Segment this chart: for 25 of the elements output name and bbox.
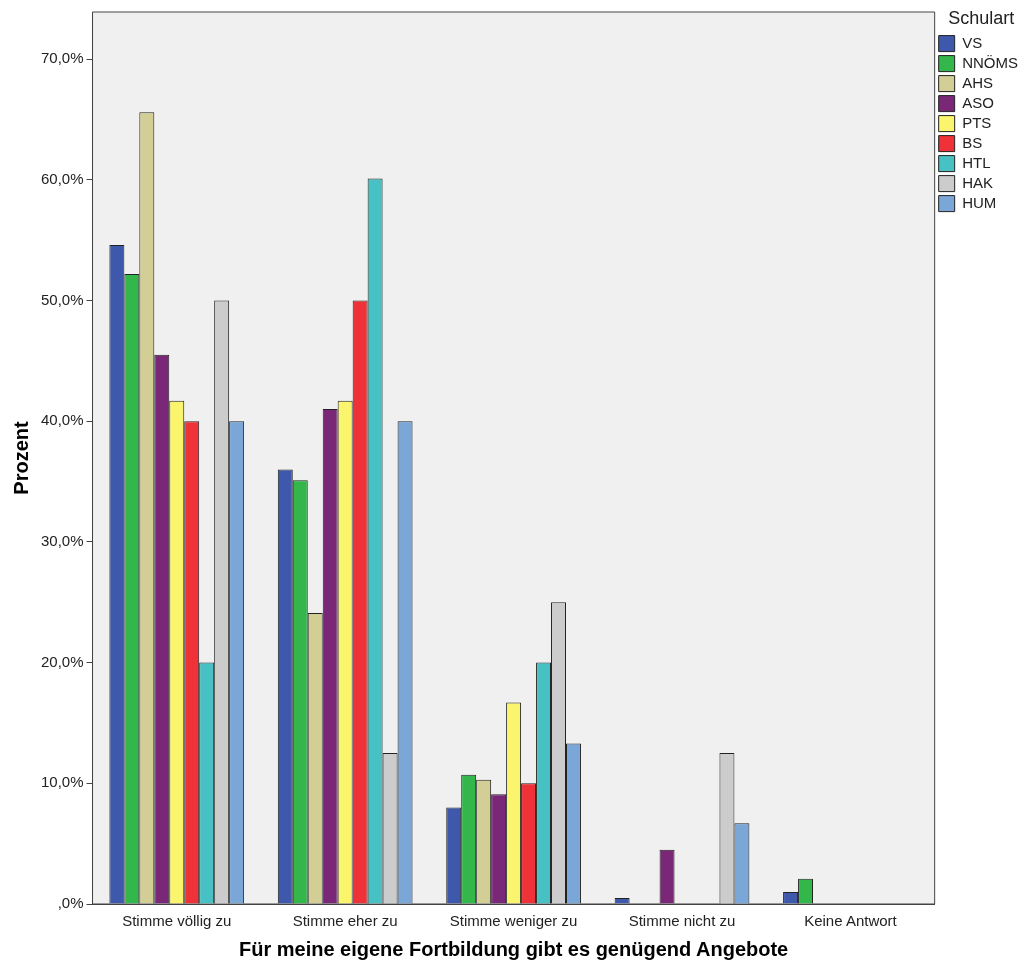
legend-label: HTL (962, 153, 991, 171)
legend-label: PTS (962, 113, 992, 131)
legend-label: VS (962, 33, 983, 51)
y-tick-label: 70,0% (40, 49, 84, 67)
legend-label: ASO (962, 93, 994, 111)
y-tick-label: 20,0% (40, 652, 84, 670)
legend-label: HUM (962, 193, 997, 211)
legend-title: Schulart (948, 7, 1015, 28)
y-axis-title: Prozent (9, 420, 32, 495)
legend-label: BS (962, 133, 983, 151)
y-tick-label: 10,0% (40, 773, 84, 791)
y-tick-label: 30,0% (40, 532, 84, 550)
legend-label: AHS (962, 73, 994, 91)
y-tick-label: 40,0% (40, 411, 84, 429)
legend-label: NNÖMS (962, 53, 1019, 71)
x-tick-label: Stimme völlig zu (122, 912, 232, 930)
x-tick-label: Stimme weniger zu (449, 912, 578, 930)
x-tick-label: Keine Antwort (804, 912, 898, 930)
y-tick-label: 50,0% (40, 290, 84, 308)
y-tick-label: 60,0% (40, 169, 84, 187)
legend-label: HAK (962, 173, 994, 191)
x-tick-label: Stimme nicht zu (628, 912, 736, 930)
x-axis-title: Für meine eigene Fortbildung gibt es genügend Angebote (238, 937, 789, 960)
y-tick-label: ,0% (57, 894, 84, 912)
x-tick-label: Stimme eher zu (292, 912, 398, 930)
